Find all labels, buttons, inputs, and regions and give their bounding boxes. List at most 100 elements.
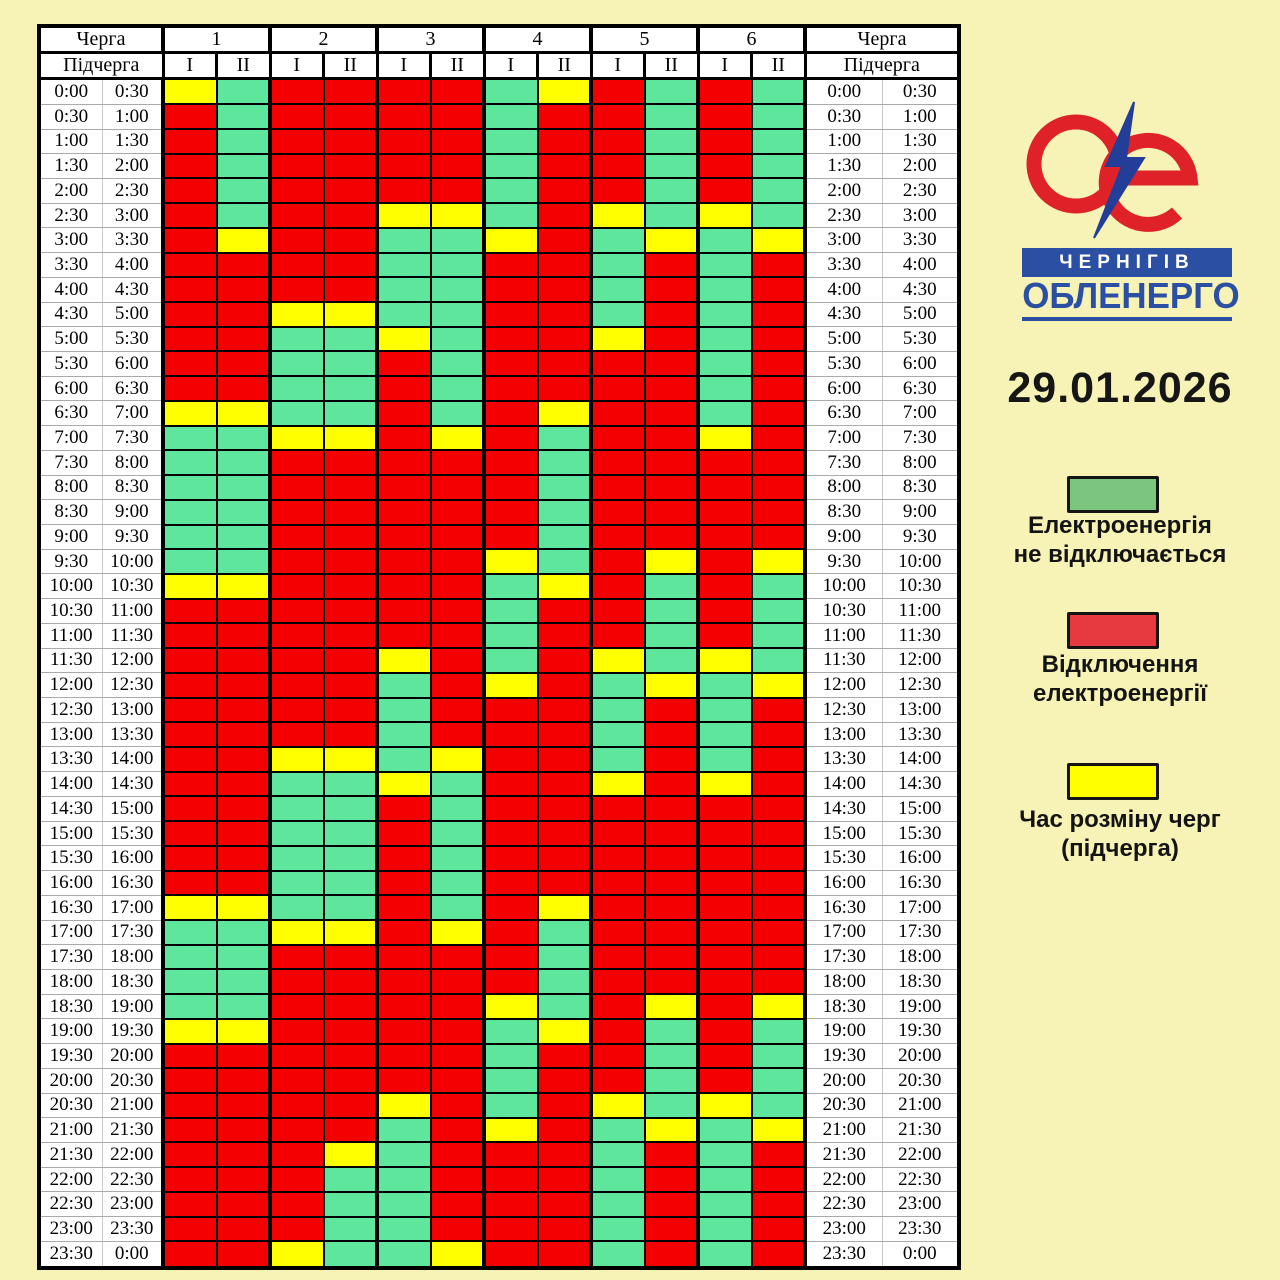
header-subqueue: II (643, 51, 700, 80)
time-start-cell: 17:30 (38, 944, 103, 970)
logo-company-text: ОБЛЕНЕРГО (1022, 275, 1240, 316)
time-start-cell: 10:00 (38, 573, 103, 600)
time-start-cell: 18:30 (38, 993, 103, 1020)
logo-city-bar: ЧЕРНІГІВ (1022, 248, 1232, 277)
time-end-cell: 0:30 (881, 78, 960, 105)
schedule-cell (322, 103, 379, 131)
schedule-cell (482, 919, 539, 946)
time-end-cell: 6:30 (101, 375, 164, 402)
time-end-cell: 0:00 (101, 1240, 164, 1269)
schedule-cell (322, 1092, 379, 1119)
schedule-cell (696, 968, 753, 996)
schedule-cell (643, 795, 700, 823)
header-queue-number: 1 (161, 24, 272, 54)
time-end-cell: 9:30 (101, 524, 164, 550)
time-start-cell: 4:00 (804, 276, 883, 303)
schedule-cell (750, 77, 807, 106)
schedule-cell (268, 745, 325, 773)
time-end-cell: 23:00 (101, 1191, 164, 1218)
time-end-cell: 13:30 (881, 721, 960, 748)
schedule-cell (268, 795, 325, 823)
schedule-cell (161, 424, 218, 452)
schedule-cell (750, 894, 807, 922)
time-start-cell: 7:00 (804, 425, 883, 451)
table-row: 6:00 6:30 6:00 6:30 (38, 375, 960, 402)
schedule-cell (589, 1042, 646, 1070)
schedule-cell (268, 548, 325, 575)
time-end-cell: 22:30 (881, 1166, 960, 1193)
schedule-cell (429, 226, 486, 254)
schedule-cell (750, 1042, 807, 1070)
schedule-cell (482, 399, 539, 427)
schedule-cell (589, 1141, 646, 1169)
schedule-cell (429, 276, 486, 304)
schedule-cell (322, 301, 379, 328)
schedule-cell (696, 1141, 753, 1169)
schedule-cell (643, 1190, 700, 1218)
schedule-cell (375, 103, 432, 131)
schedule-cell (589, 202, 646, 229)
header-subqueue: I (589, 51, 646, 80)
schedule-cell (643, 202, 700, 229)
schedule-cell (482, 1092, 539, 1119)
time-start-cell: 14:30 (804, 795, 883, 822)
schedule-cell (268, 177, 325, 205)
schedule-cell (750, 943, 807, 971)
schedule-cell (268, 449, 325, 477)
table-row: 8:00 8:30 8:00 8:30 (38, 474, 960, 501)
schedule-cell (268, 128, 325, 155)
table-row: 18:00 18:30 18:00 18:30 (38, 968, 960, 996)
schedule-cell (643, 226, 700, 254)
time-end-cell: 0:00 (881, 1240, 960, 1269)
time-start-cell: 9:30 (804, 548, 883, 575)
schedule-cell (429, 325, 486, 353)
schedule-cell (750, 152, 807, 180)
schedule-cell (589, 1190, 646, 1218)
schedule-cell (643, 1240, 700, 1269)
schedule-cell (589, 152, 646, 180)
schedule-cell (643, 276, 700, 304)
schedule-cell (429, 968, 486, 996)
schedule-cell (375, 1116, 432, 1144)
schedule-cell (161, 943, 218, 971)
schedule-cell (750, 128, 807, 155)
table-row: 0:30 1:00 0:30 1:00 (38, 103, 960, 131)
schedule-cell (643, 993, 700, 1020)
schedule-cell (215, 1141, 272, 1169)
table-row: 8:30 9:00 8:30 9:00 (38, 498, 960, 526)
schedule-cell (375, 325, 432, 353)
schedule-cell (536, 1166, 593, 1193)
schedule-cell (536, 1141, 593, 1169)
time-start-cell: 7:30 (38, 449, 103, 476)
schedule-cell (375, 844, 432, 872)
time-start-cell: 23:30 (38, 1240, 103, 1269)
table-row: 5:30 6:00 5:30 6:00 (38, 350, 960, 378)
schedule-cell (482, 375, 539, 402)
schedule-cell (375, 226, 432, 254)
time-start-cell: 1:00 (804, 128, 883, 155)
header-subqueue: II (215, 51, 272, 80)
schedule-cell (375, 968, 432, 996)
schedule-cell (750, 424, 807, 452)
schedule-cell (215, 795, 272, 823)
schedule-cell (429, 894, 486, 922)
schedule-table: Черга 1 2 3 4 5 6 Черга Підчерга I II I II I II I II I II I… (37, 24, 961, 1270)
schedule-cell (268, 350, 325, 378)
table-row: 20:30 21:00 20:30 21:00 (38, 1092, 960, 1119)
schedule-cell (750, 523, 807, 551)
schedule-cell (161, 1042, 218, 1070)
schedule-cell (589, 424, 646, 452)
schedule-cell (536, 795, 593, 823)
schedule-cell (589, 844, 646, 872)
table-row: 16:30 17:00 16:30 17:00 (38, 894, 960, 922)
schedule-cell (536, 943, 593, 971)
time-start-cell: 7:30 (804, 449, 883, 476)
schedule-cell (215, 177, 272, 205)
schedule-cell (268, 1116, 325, 1144)
time-start-cell: 2:00 (804, 177, 883, 204)
time-end-cell: 21:30 (881, 1117, 960, 1143)
schedule-cell (161, 622, 218, 650)
schedule-cell (643, 622, 700, 650)
schedule-cell (429, 548, 486, 575)
schedule-cell (536, 919, 593, 946)
